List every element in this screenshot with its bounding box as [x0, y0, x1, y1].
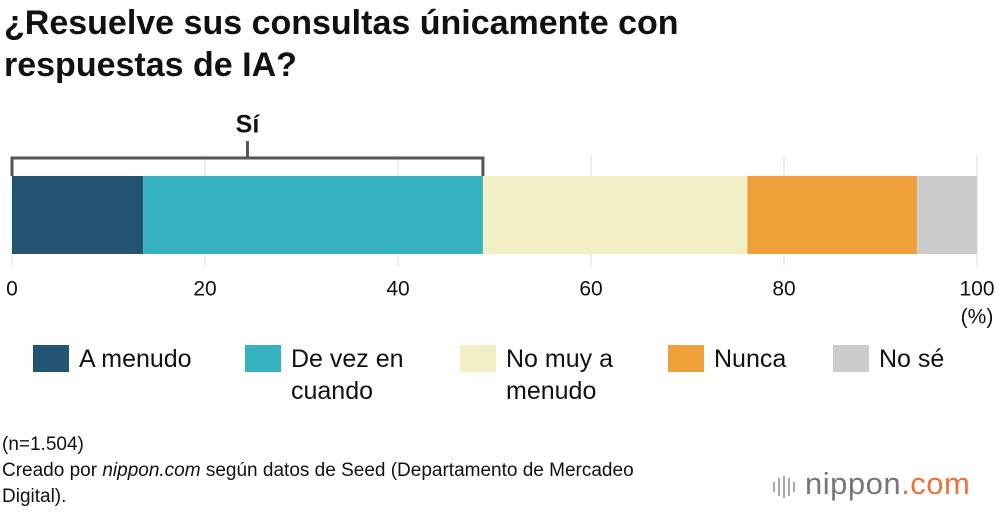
legend-swatch [460, 345, 496, 372]
legend-label: A menudo [79, 345, 192, 373]
x-axis-unit: (%) [961, 306, 994, 329]
legend-swatch [245, 345, 281, 372]
x-tick-label: 20 [193, 278, 216, 301]
bar-segment [12, 176, 144, 254]
logo-text: nippon [805, 466, 902, 501]
source-text: según datos de Seed (Departamento de Mer… [2, 460, 634, 507]
legend-swatch [33, 345, 69, 372]
source-site: nippon.com [102, 460, 201, 481]
source-text: Creado por [2, 460, 103, 481]
bar-segment [143, 176, 483, 254]
legend-label: De vez en cuando [291, 345, 404, 405]
x-tick-label: 0 [6, 278, 18, 301]
chart-title: ¿Resuelve sus consultas únicamente con r… [4, 4, 679, 84]
bracket [10, 141, 485, 176]
x-tick-label: 80 [772, 278, 795, 301]
logo-text: .com [901, 466, 971, 501]
logo: nippon.com [773, 466, 971, 502]
bar-segment [747, 176, 918, 254]
x-tick-label: 100 [959, 278, 994, 301]
x-tick-label: 60 [579, 278, 602, 301]
x-tick-label: 40 [386, 278, 409, 301]
legend-label: Nunca [714, 345, 787, 373]
bar-segment [917, 176, 977, 254]
bar-segment [482, 176, 748, 254]
sample-note: (n=1.504) [2, 434, 84, 455]
source-note: Creado por nippon.com según datos de See… [2, 458, 702, 510]
bracket-label: Sí [236, 111, 261, 139]
notes: (n=1.504) Creado por nippon.com según da… [2, 432, 702, 510]
logo-icon [773, 476, 795, 498]
legend-label: No muy a menudo [506, 345, 613, 405]
legend-swatch [833, 345, 869, 372]
legend-label: No sé [879, 345, 945, 373]
legend-swatch [668, 345, 704, 372]
